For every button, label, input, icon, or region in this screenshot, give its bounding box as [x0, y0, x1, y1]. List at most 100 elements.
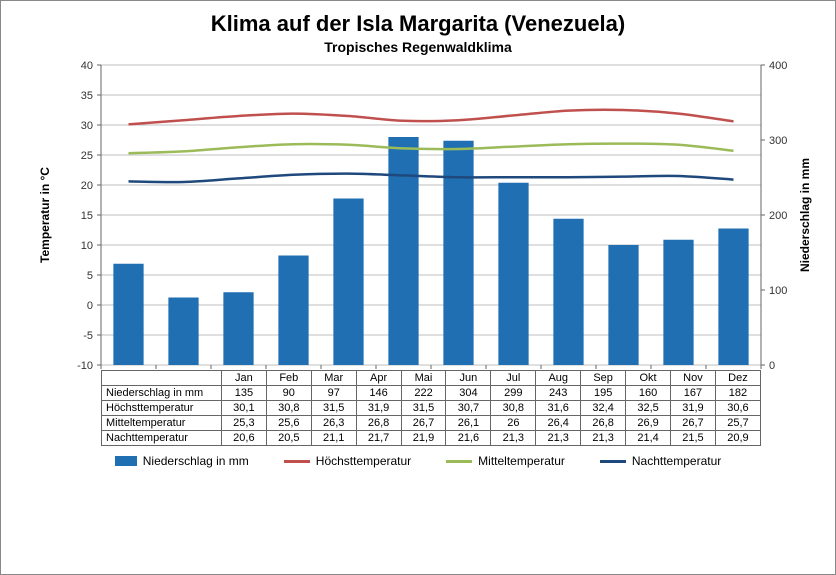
svg-text:300: 300 [769, 135, 787, 147]
table-cell: 30,8 [266, 401, 311, 416]
table-cell: Nov [671, 371, 716, 386]
table-cell: 31,5 [401, 401, 446, 416]
table-cell: 30,7 [446, 401, 491, 416]
table-cell: 20,6 [221, 431, 266, 446]
table-cell: Okt [626, 371, 671, 386]
svg-text:400: 400 [769, 60, 787, 72]
table-cell: Apr [356, 371, 401, 386]
svg-text:35: 35 [81, 90, 93, 102]
legend-label: Mitteltemperatur [478, 454, 565, 468]
table-cell: Mar [311, 371, 356, 386]
table-cell: 26,7 [671, 416, 716, 431]
legend-swatch [600, 460, 626, 463]
table-cell: 25,7 [715, 416, 760, 431]
table-cell: 195 [581, 386, 626, 401]
table-cell: 20,5 [266, 431, 311, 446]
table-cell: 90 [266, 386, 311, 401]
table-cell: 26,8 [581, 416, 626, 431]
table-cell: 21,3 [491, 431, 536, 446]
svg-text:25: 25 [81, 150, 93, 162]
table-cell: 243 [536, 386, 581, 401]
table-cell: 32,5 [626, 401, 671, 416]
table-cell: 21,3 [581, 431, 626, 446]
table-cell: 26,3 [311, 416, 356, 431]
table-cell: 26,9 [626, 416, 671, 431]
table-cell: 26,8 [356, 416, 401, 431]
svg-text:-10: -10 [77, 360, 93, 370]
table-row-label: Höchsttemperatur [102, 401, 222, 416]
chart-subtitle: Tropisches Regenwaldklima [16, 39, 820, 55]
svg-text:15: 15 [81, 210, 93, 222]
svg-text:0: 0 [769, 360, 775, 370]
table-cell: 30,8 [491, 401, 536, 416]
table-cell: 167 [671, 386, 716, 401]
table-cell: 160 [626, 386, 671, 401]
table-cell: 21,9 [401, 431, 446, 446]
table-cell: 21,4 [626, 431, 671, 446]
data-table: JanFebMarAprMaiJunJulAugSepOktNovDez Nied… [16, 370, 820, 446]
table-cell: 26 [491, 416, 536, 431]
legend-swatch [284, 460, 310, 463]
svg-text:-5: -5 [83, 330, 93, 342]
svg-text:30: 30 [81, 120, 93, 132]
table-cell: 26,4 [536, 416, 581, 431]
table-cell: 97 [311, 386, 356, 401]
table-row-label: Niederschlag in mm [102, 386, 222, 401]
svg-text:40: 40 [81, 60, 93, 72]
legend-swatch [446, 460, 472, 463]
table-cell: 182 [715, 386, 760, 401]
table-cell: 25,6 [266, 416, 311, 431]
table-cell: 25,3 [221, 416, 266, 431]
table-cell: Feb [266, 371, 311, 386]
table-cell: Dez [715, 371, 760, 386]
table-cell: 31,9 [671, 401, 716, 416]
svg-text:0: 0 [87, 300, 93, 312]
svg-text:10: 10 [81, 240, 93, 252]
legend-label: Nachttemperatur [632, 454, 721, 468]
table-cell: 26,1 [446, 416, 491, 431]
svg-text:100: 100 [769, 285, 787, 297]
table-cell: 32,4 [581, 401, 626, 416]
table-cell: Aug [536, 371, 581, 386]
chart-legend: Niederschlag in mm Höchsttemperatur Mittel… [16, 454, 820, 468]
chart-title: Klima auf der Isla Margarita (Venezuela) [16, 11, 820, 37]
table-cell: 135 [221, 386, 266, 401]
table-cell: 146 [356, 386, 401, 401]
svg-text:5: 5 [87, 270, 93, 282]
table-cell: Jan [221, 371, 266, 386]
table-cell: 21,3 [536, 431, 581, 446]
table-cell: 299 [491, 386, 536, 401]
svg-text:200: 200 [769, 210, 787, 222]
svg-text:20: 20 [81, 180, 93, 192]
legend-item: Niederschlag in mm [115, 454, 249, 468]
legend-label: Niederschlag in mm [143, 454, 249, 468]
table-cell: 21,1 [311, 431, 356, 446]
climate-chart: -10-505101520253035400100200300400Temper… [16, 55, 821, 370]
legend-item: Höchsttemperatur [284, 454, 411, 468]
legend-label: Höchsttemperatur [316, 454, 411, 468]
legend-item: Nachttemperatur [600, 454, 721, 468]
table-cell: 30,1 [221, 401, 266, 416]
table-cell: Jul [491, 371, 536, 386]
table-cell: 20,9 [715, 431, 760, 446]
table-cell: 31,5 [311, 401, 356, 416]
svg-text:Temperatur in °C: Temperatur in °C [38, 167, 52, 263]
table-cell: 31,9 [356, 401, 401, 416]
table-cell: 31,6 [536, 401, 581, 416]
table-cell: Jun [446, 371, 491, 386]
table-cell: 26,7 [401, 416, 446, 431]
table-row-label [102, 371, 222, 386]
legend-item: Mitteltemperatur [446, 454, 565, 468]
table-row-label: Nachttemperatur [102, 431, 222, 446]
table-cell: 222 [401, 386, 446, 401]
table-cell: Sep [581, 371, 626, 386]
svg-text:Niederschlag in mm: Niederschlag in mm [798, 158, 812, 272]
legend-swatch [115, 456, 137, 466]
table-cell: Mai [401, 371, 446, 386]
table-cell: 21,6 [446, 431, 491, 446]
table-cell: 304 [446, 386, 491, 401]
table-cell: 30,6 [715, 401, 760, 416]
table-cell: 21,7 [356, 431, 401, 446]
table-cell: 21,5 [671, 431, 716, 446]
table-row-label: Mitteltemperatur [102, 416, 222, 431]
